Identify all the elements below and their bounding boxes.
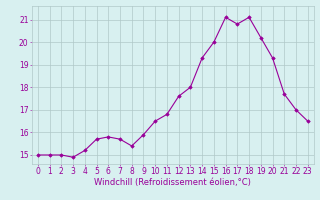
X-axis label: Windchill (Refroidissement éolien,°C): Windchill (Refroidissement éolien,°C)	[94, 178, 251, 187]
